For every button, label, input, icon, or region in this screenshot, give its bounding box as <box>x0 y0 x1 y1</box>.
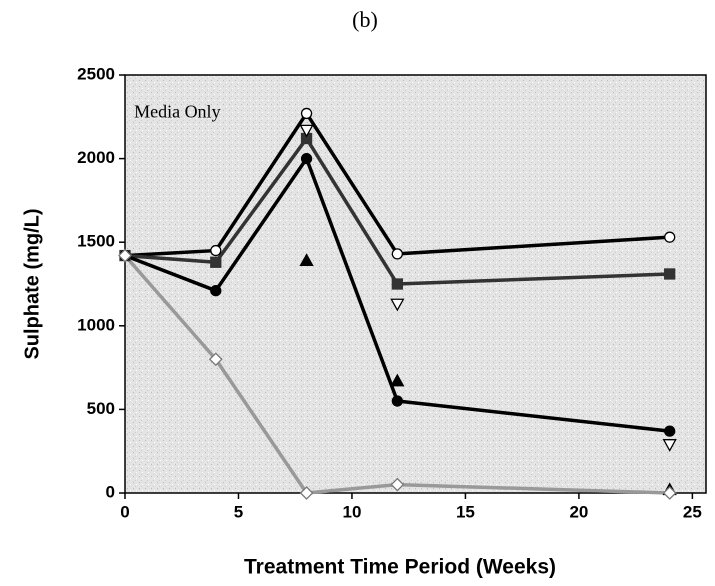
y-tick-label: 500 <box>87 399 115 418</box>
marker <box>391 278 403 290</box>
marker <box>662 439 677 452</box>
marker <box>300 107 313 120</box>
marker <box>390 298 405 312</box>
y-tick-label: 2500 <box>77 64 115 83</box>
marker <box>118 248 132 263</box>
marker <box>664 425 676 437</box>
y-tick-label: 1500 <box>77 232 115 251</box>
y-tick-label: 1000 <box>77 315 115 334</box>
x-tick-label: 25 <box>683 502 702 521</box>
marker <box>210 244 222 257</box>
marker <box>208 352 223 367</box>
y-axis-label: Sulphate (mg/L) <box>21 208 43 359</box>
x-tick-label: 5 <box>234 502 243 521</box>
marker <box>299 253 314 267</box>
marker <box>299 486 314 500</box>
x-tick-label: 0 <box>120 502 129 521</box>
y-tick-label: 0 <box>106 482 115 501</box>
marker <box>664 268 676 280</box>
marker <box>391 248 403 260</box>
annotation: Media Only <box>134 102 220 122</box>
x-axis-label: Treatment Time Period (Weeks) <box>244 556 556 579</box>
y-tick-label: 2000 <box>77 148 115 167</box>
marker <box>390 373 405 387</box>
x-tick-label: 20 <box>569 502 588 521</box>
marker <box>210 285 222 297</box>
marker <box>391 395 403 407</box>
marker <box>390 477 405 492</box>
marker <box>300 152 313 165</box>
x-tick-label: 10 <box>342 502 361 521</box>
chart-title: (b) <box>352 7 378 32</box>
marker <box>662 486 677 500</box>
marker <box>299 124 314 138</box>
x-tick-label: 15 <box>456 502 475 521</box>
marker <box>664 231 676 243</box>
marker <box>210 256 222 268</box>
